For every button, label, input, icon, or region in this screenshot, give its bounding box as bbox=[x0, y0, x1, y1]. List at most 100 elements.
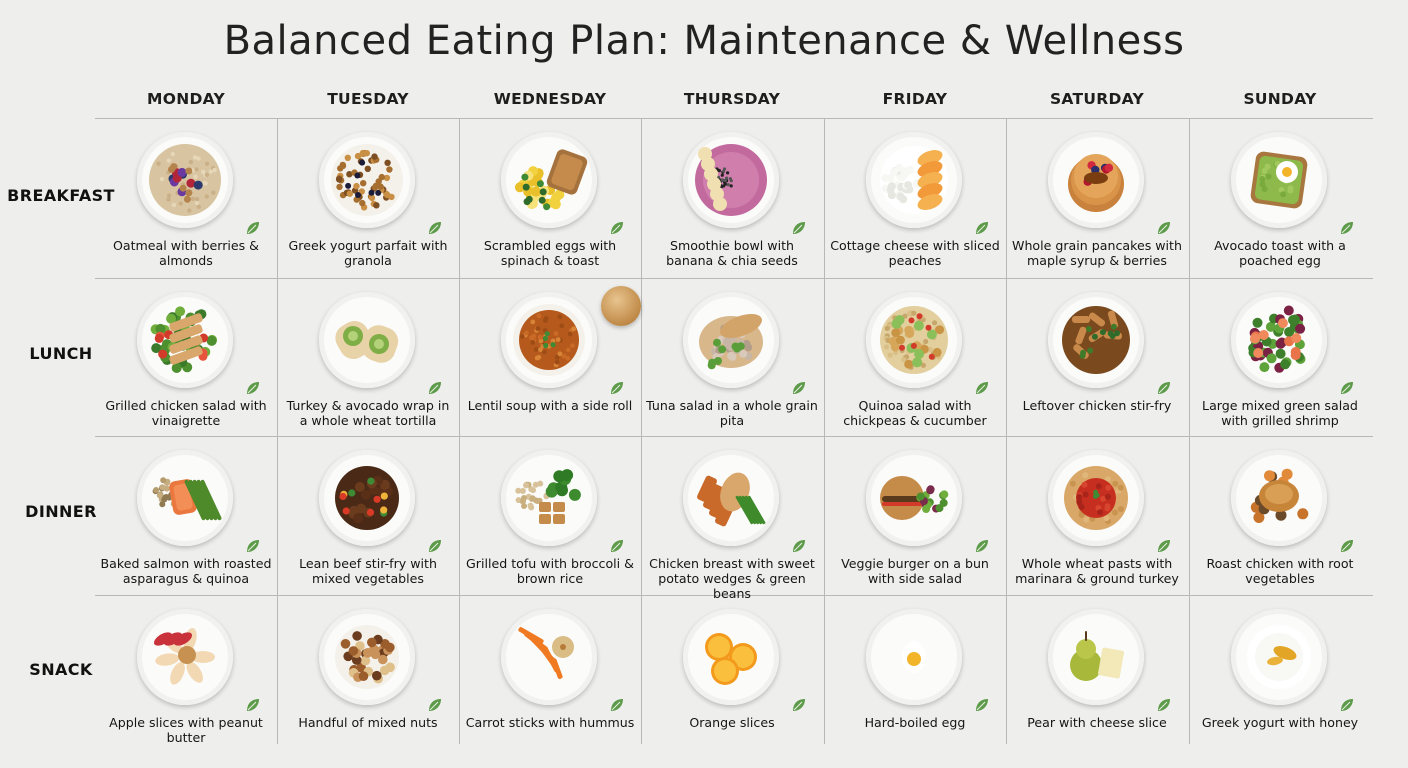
meal-cell-dinner-wednesday: Grilled tofu with broccoli & brown rice bbox=[459, 436, 641, 594]
pasta-icon bbox=[1048, 450, 1144, 546]
leaf-icon bbox=[791, 220, 807, 236]
grid-column-divider bbox=[824, 118, 825, 744]
cottage-cheese-icon bbox=[866, 132, 962, 228]
leaf-icon bbox=[609, 380, 625, 396]
meal-cell-breakfast-monday: Oatmeal with berries & almonds bbox=[95, 118, 277, 276]
leaf-icon bbox=[974, 538, 990, 554]
grid-column-divider bbox=[641, 118, 642, 744]
meal-cell-dinner-friday: Veggie burger on a bun with side salad bbox=[824, 436, 1006, 594]
grid-row-divider bbox=[95, 278, 1373, 279]
orange-slices-icon bbox=[683, 609, 779, 705]
meal-cell-breakfast-tuesday: Greek yogurt parfait with granola bbox=[277, 118, 459, 276]
meal-caption: Large mixed green salad with grilled shr… bbox=[1202, 398, 1358, 428]
day-header-wednesday: WEDNESDAY bbox=[493, 90, 607, 108]
leaf-icon bbox=[791, 380, 807, 396]
leaf-icon bbox=[1339, 538, 1355, 554]
meal-cell-breakfast-thursday: Smoothie bowl with banana & chia seeds bbox=[641, 118, 823, 276]
meal-cell-dinner-monday: Baked salmon with roasted asparagus & qu… bbox=[95, 436, 277, 594]
leaf-icon bbox=[791, 538, 807, 554]
meal-caption: Avocado toast with a poached egg bbox=[1214, 238, 1346, 268]
meal-cell-dinner-tuesday: Lean beef stir-fry with mixed vegetables bbox=[277, 436, 459, 594]
meal-cell-dinner-thursday: Chicken breast with sweet potato wedges … bbox=[641, 436, 823, 601]
meal-cell-snack-wednesday: Carrot sticks with hummus bbox=[459, 595, 641, 753]
meal-caption: Handful of mixed nuts bbox=[298, 715, 438, 730]
scrambled-eggs-icon bbox=[501, 132, 597, 228]
meal-caption: Hard-boiled egg bbox=[864, 715, 966, 730]
meal-label-snack: SNACK bbox=[29, 660, 93, 679]
meal-cell-lunch-monday: Grilled chicken salad with vinaigrette bbox=[95, 278, 277, 436]
chicken-stir-fry-icon bbox=[1048, 292, 1144, 388]
chicken-breast-icon bbox=[683, 450, 779, 546]
meal-caption: Grilled chicken salad with vinaigrette bbox=[105, 398, 267, 428]
meal-caption: Quinoa salad with chickpeas & cucumber bbox=[843, 398, 987, 428]
day-header-thursday: THURSDAY bbox=[683, 90, 781, 108]
veggie-burger-icon bbox=[866, 450, 962, 546]
grid-column-divider bbox=[1189, 118, 1190, 744]
meal-caption: Turkey & avocado wrap in a whole wheat t… bbox=[286, 398, 450, 428]
day-header-friday: FRIDAY bbox=[882, 90, 948, 108]
grid-column-divider bbox=[459, 118, 460, 744]
meal-caption: Lentil soup with a side roll bbox=[467, 398, 633, 413]
apple-slices-icon bbox=[137, 609, 233, 705]
mixed-nuts-icon bbox=[319, 609, 415, 705]
beef-stir-fry-icon bbox=[319, 450, 415, 546]
meal-cell-snack-monday: Apple slices with peanut butter bbox=[95, 595, 277, 753]
meal-cell-snack-thursday: Orange slices bbox=[641, 595, 823, 753]
turkey-wrap-icon bbox=[319, 292, 415, 388]
day-header-tuesday: TUESDAY bbox=[327, 90, 409, 108]
leaf-icon bbox=[1156, 380, 1172, 396]
quinoa-salad-icon bbox=[866, 292, 962, 388]
meal-label-lunch: LUNCH bbox=[29, 344, 93, 363]
pear-cheese-icon bbox=[1048, 609, 1144, 705]
meal-label-breakfast: BREAKFAST bbox=[7, 186, 115, 205]
meal-caption: Smoothie bowl with banana & chia seeds bbox=[666, 238, 798, 268]
leaf-icon bbox=[791, 697, 807, 713]
leaf-icon bbox=[609, 697, 625, 713]
tuna-pita-icon bbox=[683, 292, 779, 388]
meal-caption: Greek yogurt parfait with granola bbox=[288, 238, 448, 268]
meal-cell-breakfast-saturday: Whole grain pancakes with maple syrup & … bbox=[1006, 118, 1188, 276]
meal-caption: Veggie burger on a bun with side salad bbox=[841, 556, 989, 586]
leaf-icon bbox=[609, 220, 625, 236]
meal-caption: Oatmeal with berries & almonds bbox=[112, 238, 260, 268]
meal-cell-lunch-saturday: Leftover chicken stir-fry bbox=[1006, 278, 1188, 436]
day-header-monday: MONDAY bbox=[147, 90, 225, 108]
leaf-icon bbox=[427, 697, 443, 713]
day-header-saturday: SATURDAY bbox=[1049, 90, 1145, 108]
leaf-icon bbox=[245, 220, 261, 236]
meal-cell-snack-friday: Hard-boiled egg bbox=[824, 595, 1006, 753]
leaf-icon bbox=[974, 697, 990, 713]
meal-caption: Leftover chicken stir-fry bbox=[1022, 398, 1172, 413]
grid-column-divider bbox=[277, 118, 278, 744]
meal-cell-dinner-saturday: Whole wheat pasts with marinara & ground… bbox=[1006, 436, 1188, 594]
meal-caption: Apple slices with peanut butter bbox=[109, 715, 263, 745]
leaf-icon bbox=[1339, 220, 1355, 236]
day-header-sunday: SUNDAY bbox=[1243, 90, 1317, 108]
leaf-icon bbox=[1156, 220, 1172, 236]
meal-caption: Tuna salad in a whole grain pita bbox=[646, 398, 818, 428]
meal-cell-lunch-friday: Quinoa salad with chickpeas & cucumber bbox=[824, 278, 1006, 436]
meal-caption: Whole wheat pasts with marinara & ground… bbox=[1015, 556, 1179, 586]
meal-label-dinner: DINNER bbox=[25, 502, 97, 521]
leaf-icon bbox=[1156, 697, 1172, 713]
yogurt-parfait-icon bbox=[319, 132, 415, 228]
lentil-soup-icon bbox=[501, 292, 597, 388]
meal-caption: Chicken breast with sweet potato wedges … bbox=[649, 556, 815, 601]
meal-caption: Pear with cheese slice bbox=[1027, 715, 1167, 730]
bread-roll-icon bbox=[601, 286, 641, 326]
grid-row-divider bbox=[95, 595, 1373, 596]
avocado-toast-icon bbox=[1231, 132, 1327, 228]
meal-caption: Whole grain pancakes with maple syrup & … bbox=[1012, 238, 1182, 268]
leaf-icon bbox=[427, 538, 443, 554]
meal-caption: Carrot sticks with hummus bbox=[465, 715, 635, 730]
chicken-salad-icon bbox=[137, 292, 233, 388]
grid-column-divider bbox=[1006, 118, 1007, 744]
meal-cell-snack-tuesday: Handful of mixed nuts bbox=[277, 595, 459, 753]
meal-caption: Cottage cheese with sliced peaches bbox=[830, 238, 1000, 268]
carrot-hummus-icon bbox=[501, 609, 597, 705]
meal-caption: Greek yogurt with honey bbox=[1201, 715, 1359, 730]
meal-caption: Orange slices bbox=[689, 715, 775, 730]
meal-cell-lunch-wednesday: Lentil soup with a side roll bbox=[459, 278, 641, 436]
meal-caption: Grilled tofu with broccoli & brown rice bbox=[466, 556, 634, 586]
salmon-plate-icon bbox=[137, 450, 233, 546]
